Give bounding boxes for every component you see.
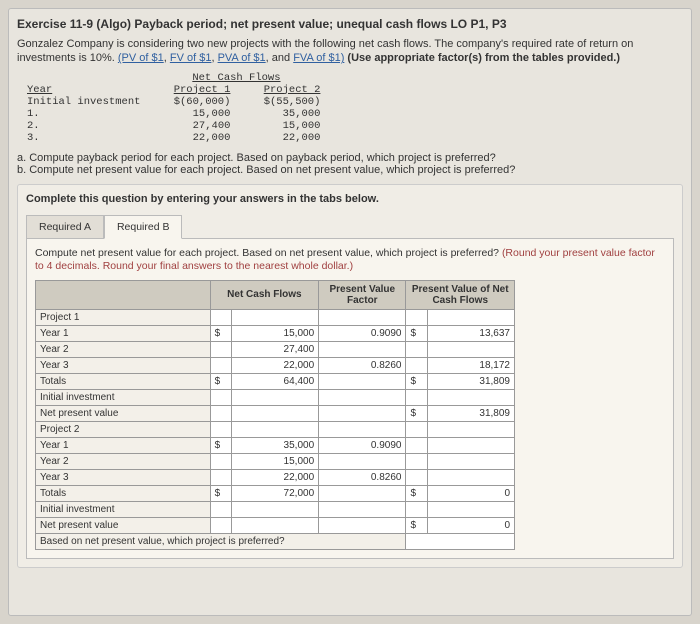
tabs: Required A Required B: [26, 215, 674, 239]
npv-table: Net Cash Flows Present Value Factor Pres…: [35, 280, 515, 550]
tab-required-a[interactable]: Required A: [26, 215, 104, 239]
col-pvnet: Present Value of Net Cash Flows: [406, 280, 515, 309]
intro-hint: (Use appropriate factor(s) from the tabl…: [347, 52, 620, 64]
p2-header: Project 2: [36, 421, 211, 437]
footer-question: Based on net present value, which projec…: [36, 533, 406, 549]
fva-link[interactable]: FVA of $1): [293, 52, 344, 64]
p1-initinv-label: Initial investment: [36, 389, 211, 405]
p2-y1-factor[interactable]: 0.9090: [319, 437, 406, 453]
questions: a. Compute payback period for each proje…: [17, 152, 683, 176]
p2-initinv-pv: [427, 501, 514, 517]
p2-y1-label: Year 1: [36, 437, 211, 453]
p2-initinv-label: Initial investment: [36, 501, 211, 517]
tab-required-b[interactable]: Required B: [104, 215, 183, 239]
p2-totals-pv: 0: [427, 485, 514, 501]
p1-y1-label: Year 1: [36, 325, 211, 341]
p1-y1-pv: 13,637: [427, 325, 514, 341]
p1-y3-flow[interactable]: 22,000: [231, 357, 318, 373]
p2-y3-flow[interactable]: 22,000: [231, 469, 318, 485]
p1-y2-flow[interactable]: 27,400: [231, 341, 318, 357]
p1-y3-pv: 18,172: [427, 357, 514, 373]
p2-y2-sym[interactable]: [210, 453, 231, 469]
p1-y1-factor[interactable]: 0.9090: [319, 325, 406, 341]
p2-initinv-sym[interactable]: [210, 501, 231, 517]
exercise-title: Exercise 11-9 (Algo) Payback period; net…: [17, 17, 683, 31]
p1-y3-label: Year 3: [36, 357, 211, 373]
p1-initinv-sym[interactable]: [210, 389, 231, 405]
col-blank: [36, 280, 211, 309]
p2-y3-factor[interactable]: 0.8260: [319, 469, 406, 485]
p2-totals-label: Totals: [36, 485, 211, 501]
p1-y1-flow[interactable]: 15,000: [231, 325, 318, 341]
p2-y3-label: Year 3: [36, 469, 211, 485]
p1-initinv-pv: [427, 389, 514, 405]
p2-totals-flow: 72,000: [231, 485, 318, 501]
p1-header: Project 1: [36, 309, 211, 325]
p1-totals-flow: 64,400: [231, 373, 318, 389]
cash-flows-table: Net Cash Flows Year Project 1 Project 2 …: [27, 72, 332, 144]
p2-y1-flow[interactable]: 35,000: [231, 437, 318, 453]
intro-text: Gonzalez Company is considering two new …: [17, 37, 683, 66]
p1-y3-factor[interactable]: 0.8260: [319, 357, 406, 373]
p2-y2-factor[interactable]: [319, 453, 406, 469]
p1-y1-sym[interactable]: $: [210, 325, 231, 341]
p1-y3-sym[interactable]: [210, 357, 231, 373]
p2-y2-label: Year 2: [36, 453, 211, 469]
complete-text: Complete this question by entering your …: [26, 193, 674, 205]
p2-initinv-flow[interactable]: [231, 501, 318, 517]
p1-y2-pv: [427, 341, 514, 357]
p1-initinv-flow[interactable]: [231, 389, 318, 405]
p2-y3-sym[interactable]: [210, 469, 231, 485]
tab-content: Compute net present value for each proje…: [26, 238, 674, 559]
p2-y2-flow[interactable]: 15,000: [231, 453, 318, 469]
exercise-container: Exercise 11-9 (Algo) Payback period; net…: [8, 8, 692, 616]
preferred-answer[interactable]: [406, 533, 515, 549]
fv-link[interactable]: FV of $1: [170, 52, 212, 64]
p1-totals-label: Totals: [36, 373, 211, 389]
col-netcash: Net Cash Flows: [210, 280, 319, 309]
instruction: Compute net present value for each proje…: [35, 247, 665, 274]
p1-totals-pv: 31,809: [427, 373, 514, 389]
p1-y2-label: Year 2: [36, 341, 211, 357]
p1-y2-factor[interactable]: [319, 341, 406, 357]
pva-link[interactable]: PVA of $1: [218, 52, 266, 64]
pv-link[interactable]: (PV of $1: [118, 52, 164, 64]
p2-npv-label: Net present value: [36, 517, 211, 533]
question-b: b. Compute net present value for each pr…: [17, 164, 683, 176]
question-a: a. Compute payback period for each proje…: [17, 152, 683, 164]
p1-y2-sym[interactable]: [210, 341, 231, 357]
answer-box: Complete this question by entering your …: [17, 184, 683, 568]
p2-npv-pv: 0: [427, 517, 514, 533]
p2-y2-pv: [427, 453, 514, 469]
col-pvfactor: Present Value Factor: [319, 280, 406, 309]
p1-npv-label: Net present value: [36, 405, 211, 421]
p1-npv-pv: 31,809: [427, 405, 514, 421]
p2-y1-sym[interactable]: $: [210, 437, 231, 453]
p2-y1-pv: [427, 437, 514, 453]
p2-y3-pv: [427, 469, 514, 485]
